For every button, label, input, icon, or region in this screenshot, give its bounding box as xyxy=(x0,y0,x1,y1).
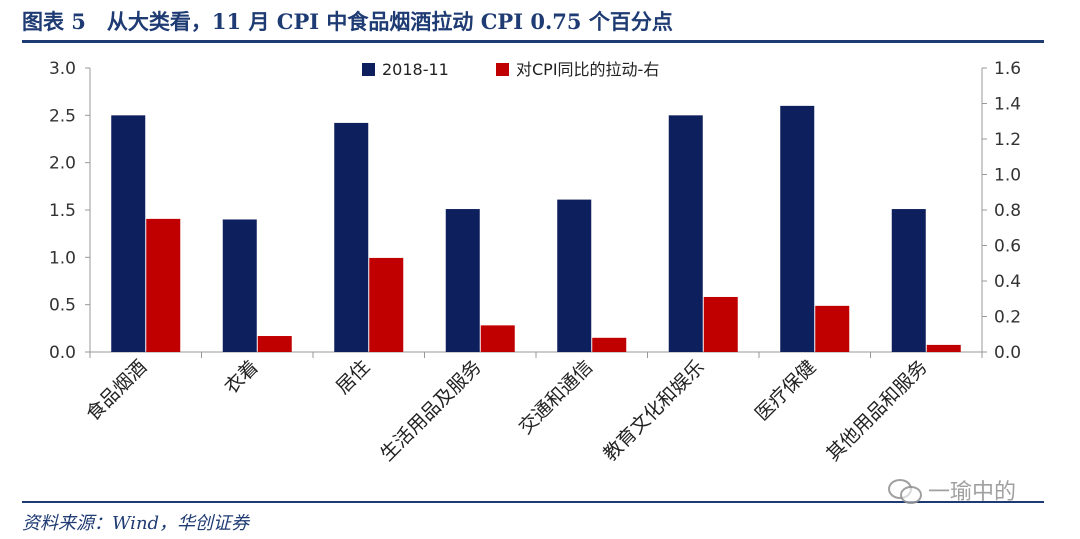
y-tick-right-label: 1.6 xyxy=(994,59,1021,79)
y-tick-right-label: 1.0 xyxy=(994,166,1021,186)
legend-swatch-2018-11 xyxy=(362,63,375,76)
wechat-icon xyxy=(888,477,922,504)
y-tick-right-label: 0.4 xyxy=(994,272,1021,292)
y-tick-left-label: 1.0 xyxy=(49,248,76,268)
x-category-label: 衣着 xyxy=(220,356,262,398)
bar-2018-11 xyxy=(891,209,926,352)
chart-legend: 2018-11 对CPI同比的拉动-右 xyxy=(362,60,659,79)
source-note: 资料来源：Wind，华创证券 xyxy=(22,513,250,534)
bar-cpi-contribution xyxy=(480,325,515,352)
y-tick-right-label: 0.0 xyxy=(994,343,1021,363)
y-tick-right-label: 0.6 xyxy=(994,237,1021,257)
watermark: 一瑜中的 xyxy=(888,474,1016,506)
bar-chart: 0.0 0.5 1.0 1.5 2.0 2.5 3.0 0.0 0.2 0.4 0.6 0.8 1.0 1… xyxy=(49,59,1021,466)
bar-2018-11 xyxy=(111,115,146,352)
x-category-label: 生活用品及服务 xyxy=(376,356,486,466)
y-tick-right-label: 1.4 xyxy=(994,95,1021,115)
figure-title: 图表 5 从大类看，11 月 CPI 中食品烟酒拉动 CPI 0.75 个百分点 xyxy=(22,9,673,34)
x-category-label: 居住 xyxy=(332,356,374,398)
figure-header: 图表 5 从大类看，11 月 CPI 中食品烟酒拉动 CPI 0.75 个百分点 xyxy=(0,0,1080,44)
chart-bars xyxy=(111,105,961,352)
x-category-label: 交通和通信 xyxy=(515,356,598,439)
legend-swatch-cpi-contribution xyxy=(496,63,509,76)
bar-2018-11 xyxy=(445,209,480,352)
x-category-label: 医疗保健 xyxy=(751,356,820,425)
x-category-label: 其他用品和服务 xyxy=(822,356,932,466)
x-category-label: 教育文化和娱乐 xyxy=(599,356,709,466)
y-tick-left-label: 2.5 xyxy=(49,106,76,126)
footer-rule xyxy=(22,501,1044,503)
y-tick-left-label: 2.0 xyxy=(49,154,76,174)
chart-axes: 0.0 0.5 1.0 1.5 2.0 2.5 3.0 0.0 0.2 0.4 0.6 0.8 1.0 1… xyxy=(49,59,1021,363)
bar-cpi-contribution xyxy=(815,305,850,352)
bar-cpi-contribution xyxy=(146,218,181,352)
chart-category-labels: 食品烟酒 衣着 居住 生活用品及服务 交通和通信 教育文化和娱乐 医疗保健 其他用品和服务 xyxy=(82,356,932,466)
bar-2018-11 xyxy=(334,122,369,352)
legend-label-2018-11: 2018-11 xyxy=(382,60,449,79)
y-tick-left-label: 0.0 xyxy=(49,343,76,363)
header-rule xyxy=(22,40,1044,43)
legend-label-cpi-contribution: 对CPI同比的拉动-右 xyxy=(516,60,659,79)
bar-2018-11 xyxy=(222,219,257,352)
bar-cpi-contribution xyxy=(257,336,292,352)
bar-cpi-contribution xyxy=(703,296,738,352)
bar-cpi-contribution xyxy=(369,257,404,352)
x-category-label: 食品烟酒 xyxy=(82,356,151,425)
bar-cpi-contribution xyxy=(592,337,627,352)
bar-cpi-contribution xyxy=(926,344,961,352)
y-tick-right-label: 0.2 xyxy=(994,308,1021,328)
y-tick-right-label: 1.2 xyxy=(994,130,1021,150)
bar-2018-11 xyxy=(780,105,815,352)
bar-2018-11 xyxy=(668,115,703,352)
bar-2018-11 xyxy=(557,199,592,352)
y-tick-left-label: 3.0 xyxy=(49,59,76,79)
watermark-text: 一瑜中的 xyxy=(928,480,1017,505)
y-tick-left-label: 0.5 xyxy=(49,296,76,316)
y-tick-left-label: 1.5 xyxy=(49,201,76,221)
y-tick-right-label: 0.8 xyxy=(994,201,1021,221)
